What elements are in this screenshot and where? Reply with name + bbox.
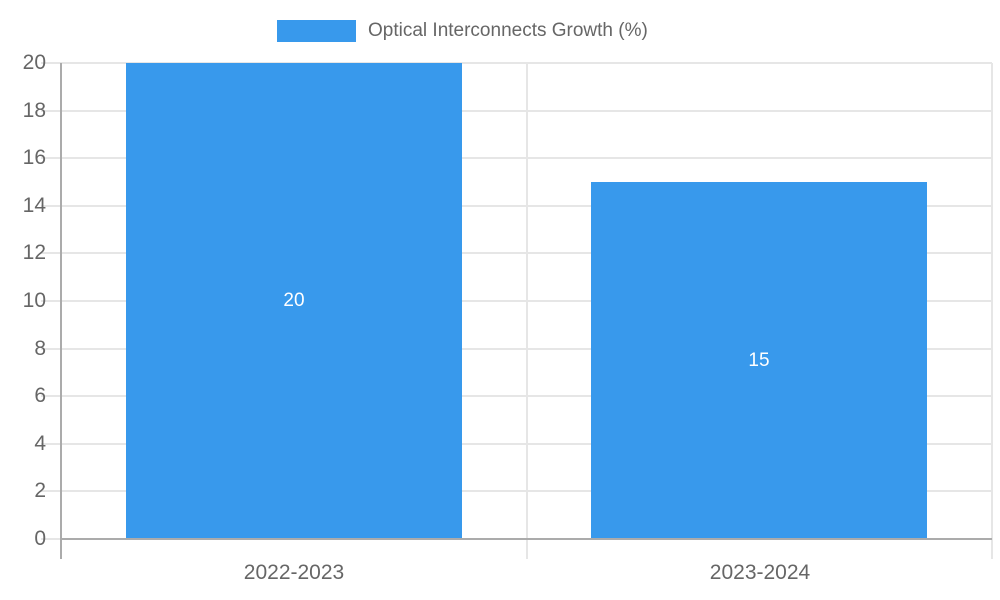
y-axis-tick: [41, 252, 61, 255]
y-axis-tick-label: 6: [34, 384, 46, 408]
y-axis-tick: [41, 395, 61, 398]
bar-value-label: 20: [283, 290, 305, 311]
y-axis-tick: [41, 442, 61, 445]
y-axis-tick-label: 0: [34, 527, 46, 550]
y-axis-tick-label: 20: [22, 51, 46, 74]
y-axis-tick-label: 2: [34, 479, 46, 503]
y-axis-tick-label: 8: [34, 336, 46, 360]
x-axis-tick-label: 2023-2024: [709, 561, 811, 584]
x-gridline: [525, 63, 528, 559]
y-axis-tick: [41, 538, 61, 540]
legend-item[interactable]: Optical Interconnects Growth (%): [277, 20, 648, 42]
y-axis-tick-label: 18: [22, 98, 46, 122]
y-axis-line: [60, 63, 62, 559]
y-axis-tick-label: 10: [22, 289, 46, 312]
y-axis-tick: [41, 204, 61, 207]
y-axis-tick-label: 14: [22, 193, 46, 217]
x-axis-tick-label: 2022-2023: [243, 561, 345, 584]
x-axis-line: [61, 538, 992, 540]
y-axis-tick: [41, 347, 61, 350]
bar[interactable]: [591, 182, 927, 539]
y-axis-tick: [41, 490, 61, 493]
legend-label: Optical Interconnects Growth (%): [368, 20, 648, 41]
y-axis-tick: [41, 109, 61, 112]
y-axis-tick: [41, 62, 61, 64]
legend-color-swatch: [277, 20, 356, 42]
y-axis-tick-label: 16: [22, 146, 46, 170]
y-axis-tick-label: 12: [22, 241, 46, 265]
bar[interactable]: [126, 63, 462, 539]
bar-value-label: 15: [748, 350, 770, 371]
y-axis-tick-label: 4: [34, 431, 46, 455]
y-axis-tick: [41, 157, 61, 160]
y-axis-tick: [41, 300, 61, 302]
x-gridline: [991, 63, 993, 559]
